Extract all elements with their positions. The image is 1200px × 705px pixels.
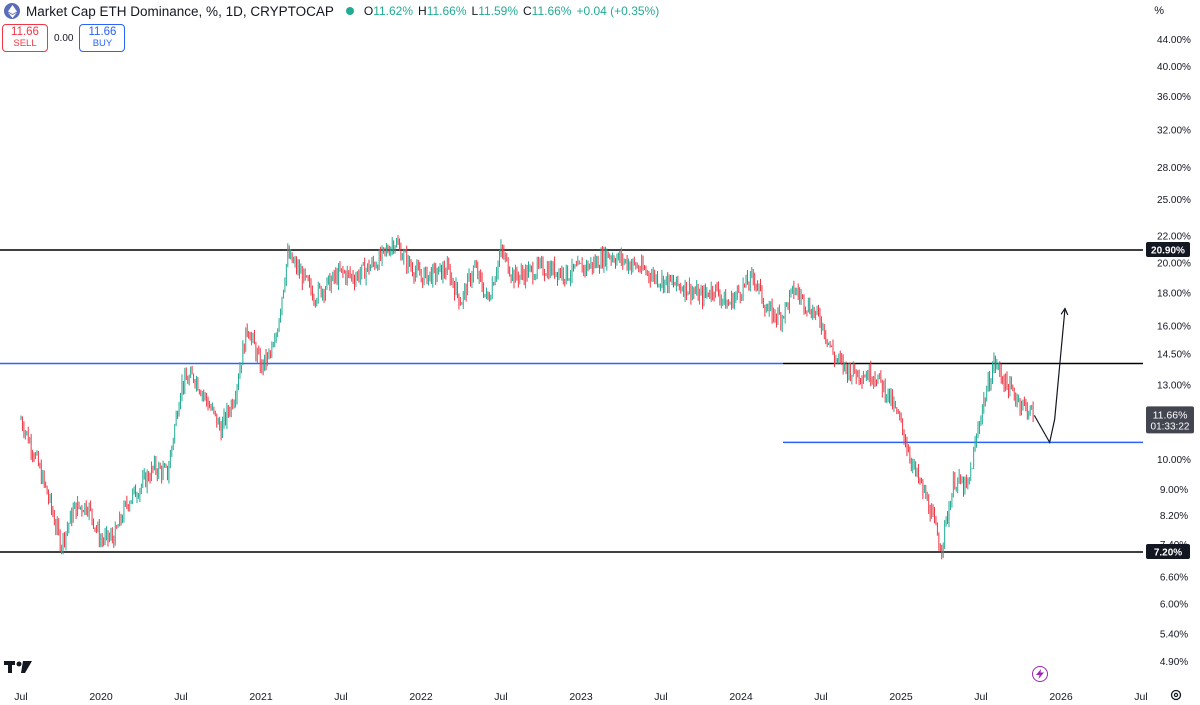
change-value: +0.04 (+0.35%) <box>576 4 660 18</box>
x-tick-label: 2025 <box>889 691 913 703</box>
y-tick-label: 4.90% <box>1160 657 1188 668</box>
projection-path[interactable] <box>1033 307 1069 445</box>
ethereum-icon <box>4 3 20 19</box>
y-tick-label: 32.00% <box>1157 125 1191 136</box>
x-tick-label: 2021 <box>249 691 273 703</box>
y-tick-label: 6.60% <box>1160 573 1188 584</box>
level-label: 7.20% <box>1154 548 1182 559</box>
y-tick-label: 9.00% <box>1160 485 1188 496</box>
x-tick-label: 2024 <box>729 691 753 703</box>
y-tick-label: 36.00% <box>1157 92 1191 103</box>
x-tick-label: 2020 <box>89 691 113 703</box>
y-tick-label: 20.00% <box>1157 258 1191 269</box>
unit-label: % <box>1154 5 1164 17</box>
y-tick-label: 18.00% <box>1157 288 1191 299</box>
y-tick-label: 14.50% <box>1157 350 1191 361</box>
last-price-label-bg <box>1146 406 1194 434</box>
projection-arrowhead <box>1060 307 1069 316</box>
x-tick-label: 2026 <box>1049 691 1073 703</box>
y-tick-label: 16.00% <box>1157 322 1191 333</box>
horizontal-levels[interactable]: 20.90% 7.20% <box>0 242 1190 559</box>
y-tick-label: 28.00% <box>1157 163 1191 174</box>
lightning-icon[interactable] <box>1032 666 1048 682</box>
x-tick-label: Jul <box>654 691 667 703</box>
tradingview-logo-icon[interactable] <box>4 660 32 679</box>
y-tick-label: 5.40% <box>1160 630 1188 641</box>
projection-line <box>1033 308 1066 445</box>
axis-price-labels: 11.66%01:33:22 <box>1146 406 1194 434</box>
x-tick-label: 2023 <box>569 691 593 703</box>
level-label-bg <box>1146 544 1190 559</box>
countdown-label: 01:33:22 <box>1151 421 1190 432</box>
x-tick-label: Jul <box>1134 691 1147 703</box>
y-tick-label: 40.00% <box>1157 62 1191 73</box>
y-tick-label: 44.00% <box>1157 35 1191 46</box>
trade-buttons: 11.66 SELL 0.00 11.66 BUY <box>0 24 126 52</box>
y-axis: 44.00% 40.00% 36.00% 32.00% 28.00% 25.00% 22.0… <box>1157 35 1191 668</box>
x-tick-label: 2022 <box>409 691 433 703</box>
x-tick-label: Jul <box>494 691 507 703</box>
level-label: 20.90% <box>1151 246 1185 257</box>
ohlc-values: O11.62% H11.66% L11.59% C11.66% +0.04 (+… <box>363 4 660 18</box>
x-tick-label: Jul <box>814 691 827 703</box>
y-tick-label: 22.00% <box>1157 231 1191 242</box>
y-tick-label: 13.00% <box>1157 381 1191 392</box>
x-tick-label: Jul <box>974 691 987 703</box>
x-tick-label: Jul <box>174 691 187 703</box>
gear-icon[interactable] <box>1170 689 1182 701</box>
market-status-dot <box>345 7 354 15</box>
candles <box>20 235 1034 560</box>
y-tick-label: 6.00% <box>1160 600 1188 611</box>
x-tick-label: Jul <box>334 691 347 703</box>
x-tick-label: Jul <box>14 691 27 703</box>
y-tick-label: 8.20% <box>1160 511 1188 522</box>
y-tick-label: 10.00% <box>1157 455 1191 466</box>
x-axis: Jul 2020 Jul 2021 Jul 2022 Jul 2023 Jul 2024 Jul 20… <box>14 691 1147 703</box>
level-label-bg <box>1146 242 1190 257</box>
y-tick-label: 25.00% <box>1157 195 1191 206</box>
symbol-title[interactable]: Market Cap ETH Dominance, %, 1D, CRYPTOC… <box>26 3 334 19</box>
buy-button[interactable]: 11.66 BUY <box>79 24 126 52</box>
chart-header: Market Cap ETH Dominance, %, 1D, CRYPTOC… <box>4 2 659 20</box>
last-price-label: 11.66% <box>1153 409 1188 421</box>
spread-value: 0.00 <box>54 32 74 44</box>
sell-button[interactable]: 11.66 SELL <box>2 24 48 52</box>
